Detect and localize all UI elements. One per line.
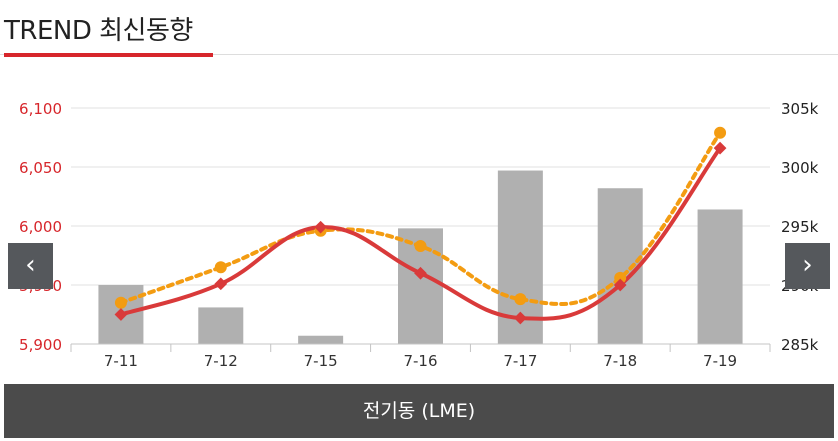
x-axis-tick-label: 7-17 (503, 352, 537, 370)
diamond-point[interactable] (513, 311, 527, 325)
x-axis-tick-label: 7-11 (104, 352, 138, 370)
y-axis-right-tick-label: 285k (781, 336, 819, 354)
y-axis-left-tick-label: 6,000 (19, 218, 62, 236)
chevron-right-icon: › (802, 250, 813, 280)
commodity-tab-label: 전기동 (LME) (362, 400, 476, 422)
chart-bar (697, 209, 743, 344)
chart-svg: 6,1006,0506,0005,9505,900305k300k295k290… (19, 100, 819, 370)
x-axis-tick-label: 7-12 (204, 352, 238, 370)
diamond-point[interactable] (314, 220, 328, 234)
chart-bar (597, 188, 643, 344)
circle-point[interactable] (214, 261, 227, 274)
y-axis-left-tick-label: 5,900 (19, 336, 62, 354)
chart-bars (98, 170, 743, 344)
next-button[interactable]: › (785, 243, 830, 289)
title-accent-bar (4, 53, 213, 57)
chart-labels: 6,1006,0506,0005,9505,900305k300k295k290… (19, 100, 819, 370)
y-axis-left-tick-label: 6,100 (19, 100, 62, 118)
circle-point[interactable] (414, 240, 427, 253)
chevron-left-icon: ‹ (25, 250, 36, 280)
circle-point[interactable] (514, 293, 527, 306)
diamond-point[interactable] (414, 266, 427, 280)
circle-point[interactable] (714, 126, 727, 139)
prev-button[interactable]: ‹ (8, 243, 53, 289)
x-axis-tick-label: 7-15 (304, 352, 338, 370)
chart-axes (70, 343, 771, 352)
trend-chart: 6,1006,0506,0005,9505,900305k300k295k290… (0, 60, 838, 382)
x-axis-tick-label: 7-18 (603, 352, 637, 370)
title-divider (0, 54, 838, 55)
header: TREND 최신동향 (0, 0, 838, 60)
y-axis-right-tick-label: 295k (781, 218, 819, 236)
x-axis-tick-label: 7-19 (703, 352, 737, 370)
page-title: TREND 최신동향 (4, 16, 193, 46)
y-axis-right-tick-label: 300k (781, 159, 819, 177)
x-axis-tick-label: 7-16 (403, 352, 437, 370)
chart-bar (198, 307, 244, 344)
commodity-tab[interactable]: 전기동 (LME) (4, 384, 834, 438)
chart-bar (298, 335, 344, 344)
diamond-point[interactable] (214, 277, 228, 291)
circle-point[interactable] (114, 296, 127, 309)
y-axis-right-tick-label: 305k (781, 100, 819, 118)
y-axis-left-tick-label: 6,050 (19, 159, 62, 177)
diamond-point[interactable] (114, 308, 128, 321)
circle-point[interactable] (614, 271, 627, 284)
